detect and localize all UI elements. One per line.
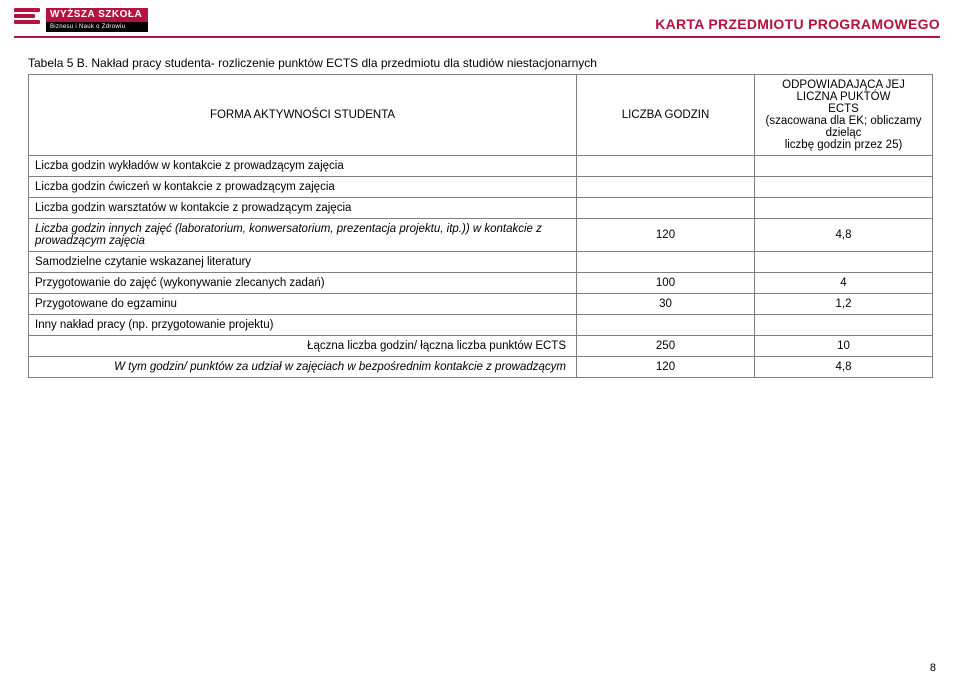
row-ects <box>755 198 933 219</box>
summary-row: W tym godzin/ punktów za udział w zajęci… <box>29 357 933 378</box>
row-hours <box>577 198 755 219</box>
row-ects: 1,2 <box>755 294 933 315</box>
col-header-ects: ODPOWIADAJĄCA JEJ LICZNA PUKTÓW ECTS (sz… <box>755 75 933 156</box>
row-hours <box>577 156 755 177</box>
col-header-ects-l2: ECTS <box>828 103 859 115</box>
row-label: Inny nakład pracy (np. przygotowanie pro… <box>29 315 577 336</box>
summary-label: Łączna liczba godzin/ łączna liczba punk… <box>29 336 577 357</box>
table-row: Przygotowane do egzaminu301,2 <box>29 294 933 315</box>
table-row: Liczba godzin warsztatów w kontakcie z p… <box>29 198 933 219</box>
col-header-hours: LICZBA GODZIN <box>577 75 755 156</box>
table-row: Liczba godzin ćwiczeń w kontakcie z prow… <box>29 177 933 198</box>
table-row: Liczba godzin innych zajęć (laboratorium… <box>29 219 933 252</box>
row-label: Samodzielne czytanie wskazanej literatur… <box>29 252 577 273</box>
content-area: Tabela 5 B. Nakład pracy studenta- rozli… <box>0 38 960 378</box>
col-header-ects-l3: (szacowana dla EK; obliczamy dzieląc <box>766 115 922 139</box>
row-label: Przygotowane do egzaminu <box>29 294 577 315</box>
logo-subtitle: Biznesu i Nauk o Zdrowiu <box>46 22 148 32</box>
col-header-activity: FORMA AKTYWNOŚCI STUDENTA <box>29 75 577 156</box>
row-ects <box>755 252 933 273</box>
table-row: Samodzielne czytanie wskazanej literatur… <box>29 252 933 273</box>
logo-title: WYŻSZA SZKOŁA <box>46 8 148 22</box>
row-label: Przygotowanie do zajęć (wykonywanie zlec… <box>29 273 577 294</box>
table-row: Inny nakład pracy (np. przygotowanie pro… <box>29 315 933 336</box>
row-label: Liczba godzin ćwiczeń w kontakcie z prow… <box>29 177 577 198</box>
summary-hours: 120 <box>577 357 755 378</box>
row-hours: 100 <box>577 273 755 294</box>
row-label: Liczba godzin wykładów w kontakcie z pro… <box>29 156 577 177</box>
table-header-row: FORMA AKTYWNOŚCI STUDENTA LICZBA GODZIN … <box>29 75 933 156</box>
logo: WYŻSZA SZKOŁA Biznesu i Nauk o Zdrowiu <box>14 8 148 32</box>
page-header: WYŻSZA SZKOŁA Biznesu i Nauk o Zdrowiu K… <box>0 0 960 32</box>
logo-mark-icon <box>14 8 40 28</box>
summary-label: W tym godzin/ punktów za udział w zajęci… <box>29 357 577 378</box>
row-hours: 120 <box>577 219 755 252</box>
table-caption: Tabela 5 B. Nakład pracy studenta- rozli… <box>28 56 932 70</box>
summary-ects: 10 <box>755 336 933 357</box>
summary-hours: 250 <box>577 336 755 357</box>
row-ects: 4 <box>755 273 933 294</box>
row-hours <box>577 177 755 198</box>
col-header-ects-l1: ODPOWIADAJĄCA JEJ LICZNA PUKTÓW <box>782 79 905 103</box>
col-header-ects-l4: liczbę godzin przez 25) <box>785 139 903 151</box>
row-hours <box>577 252 755 273</box>
summary-row: Łączna liczba godzin/ łączna liczba punk… <box>29 336 933 357</box>
row-label: Liczba godzin warsztatów w kontakcie z p… <box>29 198 577 219</box>
page-number: 8 <box>930 662 936 674</box>
summary-ects: 4,8 <box>755 357 933 378</box>
ects-table: FORMA AKTYWNOŚCI STUDENTA LICZBA GODZIN … <box>28 74 933 378</box>
logo-text: WYŻSZA SZKOŁA Biznesu i Nauk o Zdrowiu <box>46 8 148 32</box>
row-ects: 4,8 <box>755 219 933 252</box>
row-label: Liczba godzin innych zajęć (laboratorium… <box>29 219 577 252</box>
row-ects <box>755 156 933 177</box>
row-ects <box>755 177 933 198</box>
table-row: Przygotowanie do zajęć (wykonywanie zlec… <box>29 273 933 294</box>
table-row: Liczba godzin wykładów w kontakcie z pro… <box>29 156 933 177</box>
row-hours <box>577 315 755 336</box>
row-ects <box>755 315 933 336</box>
row-hours: 30 <box>577 294 755 315</box>
document-title: KARTA PRZEDMIOTU PROGRAMOWEGO <box>655 16 940 32</box>
